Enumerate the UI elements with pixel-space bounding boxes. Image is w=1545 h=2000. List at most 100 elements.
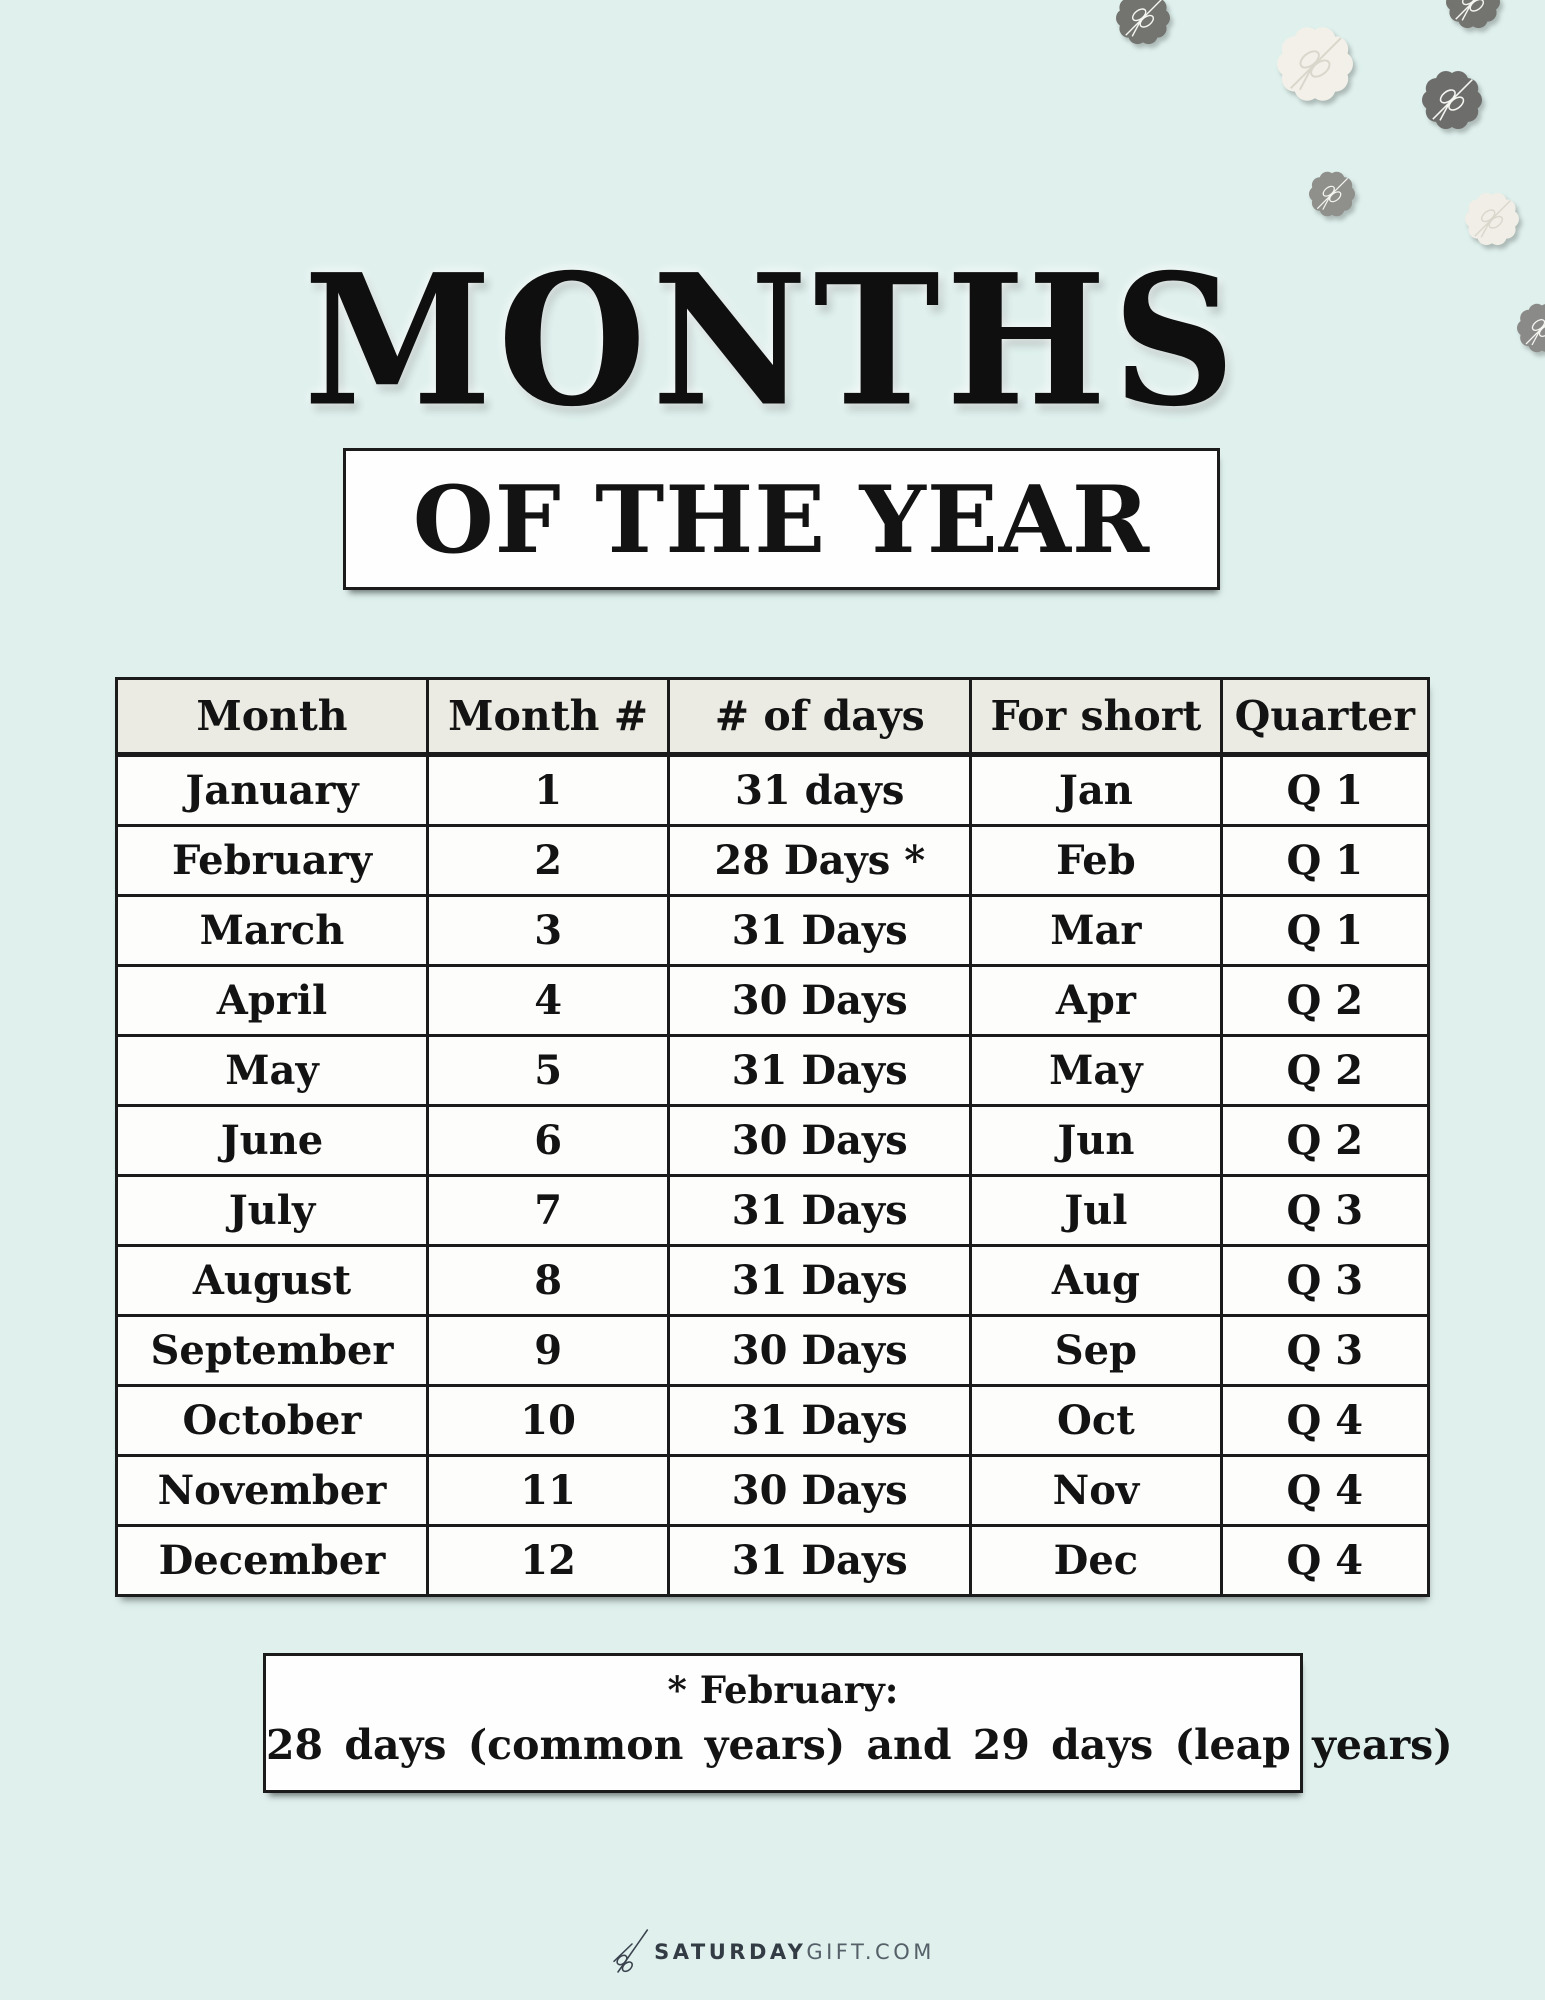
cell-month-number: 10	[425, 1384, 671, 1457]
page-title: MONTHS	[0, 251, 1545, 431]
footnote-box: * February: 28 days (common years) and 2…	[263, 1653, 1453, 1793]
brand-name-rest: GIFT.COM	[806, 1940, 935, 1964]
cell-quarter: Q 1	[1219, 824, 1431, 897]
table-row: November 11 30 Days Nov Q 4	[115, 1454, 1431, 1527]
months-table: Month Month # # of days For short Quarter Ja…	[115, 677, 1431, 1597]
table-row: January 1 31 days Jan Q 1	[115, 753, 1431, 827]
cell-month: December	[115, 1524, 429, 1597]
cell-short: Jul	[969, 1174, 1223, 1247]
cell-days: 31 Days	[667, 1244, 973, 1317]
cell-month: March	[115, 894, 429, 967]
cell-short: Sep	[969, 1314, 1223, 1387]
months-table-section: Month Month # # of days For short Quarter Ja…	[115, 677, 1431, 1597]
cell-days: 30 Days	[667, 1314, 973, 1387]
cell-month-number: 1	[425, 753, 671, 827]
cell-month-number: 6	[425, 1104, 671, 1177]
cell-short: Oct	[969, 1384, 1223, 1457]
cell-short: Aug	[969, 1244, 1223, 1317]
footnote-heading: * February:	[667, 1668, 899, 1712]
table-row: February 2 28 Days * Feb Q 1	[115, 824, 1431, 897]
cell-month-number: 12	[425, 1524, 671, 1597]
table-row: December 12 31 Days Dec Q 4	[115, 1524, 1431, 1597]
flower-decoration	[1422, 70, 1482, 130]
cell-days: 31 Days	[667, 1174, 973, 1247]
cell-month: April	[115, 964, 429, 1037]
table-row: March 3 31 Days Mar Q 1	[115, 894, 1431, 967]
cell-quarter: Q 3	[1219, 1314, 1431, 1387]
cell-month: August	[115, 1244, 429, 1317]
footer-logo: SATURDAY GIFT.COM	[0, 1928, 1545, 1976]
cell-short: May	[969, 1034, 1223, 1107]
cell-quarter: Q 4	[1219, 1454, 1431, 1527]
cell-month: September	[115, 1314, 429, 1387]
cell-month-number: 7	[425, 1174, 671, 1247]
cell-quarter: Q 2	[1219, 964, 1431, 1037]
cell-days: 30 Days	[667, 1454, 973, 1527]
flower-decoration	[1277, 27, 1353, 101]
cell-month: January	[115, 753, 429, 827]
table-row: June 6 30 Days Jun Q 2	[115, 1104, 1431, 1177]
cell-short: Feb	[969, 824, 1223, 897]
cell-short: Apr	[969, 964, 1223, 1037]
table-row: August 8 31 Days Aug Q 3	[115, 1244, 1431, 1317]
cell-days: 30 Days	[667, 1104, 973, 1177]
cell-days: 31 Days	[667, 1034, 973, 1107]
column-header: Month #	[425, 677, 671, 757]
column-header: Month	[115, 677, 429, 757]
subtitle-box: OF THE YEAR	[343, 448, 1220, 590]
table-row: July 7 31 Days Jul Q 3	[115, 1174, 1431, 1247]
cell-short: Nov	[969, 1454, 1223, 1527]
table-body: January 1 31 days Jan Q 1 February 2 28 Days * F…	[115, 753, 1431, 1597]
flower-decoration	[1309, 171, 1355, 217]
cell-month: November	[115, 1454, 429, 1527]
column-header: Quarter	[1219, 677, 1431, 757]
table-row: May 5 31 Days May Q 2	[115, 1034, 1431, 1107]
cell-days: 31 Days	[667, 894, 973, 967]
cell-month-number: 2	[425, 824, 671, 897]
cell-quarter: Q 4	[1219, 1384, 1431, 1457]
cell-month-number: 11	[425, 1454, 671, 1527]
cell-days: 28 Days *	[667, 824, 973, 897]
column-header: # of days	[667, 677, 973, 757]
flower-decoration	[1465, 192, 1519, 246]
cell-quarter: Q 3	[1219, 1244, 1431, 1317]
cell-short: Dec	[969, 1524, 1223, 1597]
table-row: April 4 30 Days Apr Q 2	[115, 964, 1431, 1037]
cell-month: June	[115, 1104, 429, 1177]
cell-short: Jun	[969, 1104, 1223, 1177]
page-subtitle: OF THE YEAR	[412, 464, 1151, 574]
cell-month: October	[115, 1384, 429, 1457]
cell-days: 31 Days	[667, 1384, 973, 1457]
cell-month-number: 4	[425, 964, 671, 1037]
brand-name-bold: SATURDAY	[654, 1940, 807, 1964]
scissors-icon	[613, 1929, 649, 1973]
cell-month-number: 3	[425, 894, 671, 967]
cell-month: May	[115, 1034, 429, 1107]
cell-days: 31 Days	[667, 1524, 973, 1597]
table-row: September 9 30 Days Sep Q 3	[115, 1314, 1431, 1387]
cell-days: 31 days	[667, 753, 973, 827]
cell-month: July	[115, 1174, 429, 1247]
cell-month-number: 8	[425, 1244, 671, 1317]
cell-short: Jan	[969, 753, 1223, 827]
cell-quarter: Q 2	[1219, 1034, 1431, 1107]
flower-decoration	[1116, 0, 1170, 45]
cell-month-number: 9	[425, 1314, 671, 1387]
table-header-row: Month Month # # of days For short Quarter	[115, 677, 1431, 757]
column-header: For short	[969, 677, 1223, 757]
table-row: October 10 31 Days Oct Q 4	[115, 1384, 1431, 1457]
cell-quarter: Q 1	[1219, 894, 1431, 967]
flower-decoration	[1446, 0, 1500, 29]
page-title-text: MONTHS	[303, 235, 1242, 447]
footnote-detail: 28 days (common years) and 29 days (leap…	[266, 1720, 1453, 1769]
cell-quarter: Q 4	[1219, 1524, 1431, 1597]
cell-quarter: Q 2	[1219, 1104, 1431, 1177]
cell-quarter: Q 3	[1219, 1174, 1431, 1247]
cell-month-number: 5	[425, 1034, 671, 1107]
cell-short: Mar	[969, 894, 1223, 967]
flower-decoration	[1517, 303, 1545, 353]
cell-days: 30 Days	[667, 964, 973, 1037]
cell-quarter: Q 1	[1219, 753, 1431, 827]
cell-month: February	[115, 824, 429, 897]
